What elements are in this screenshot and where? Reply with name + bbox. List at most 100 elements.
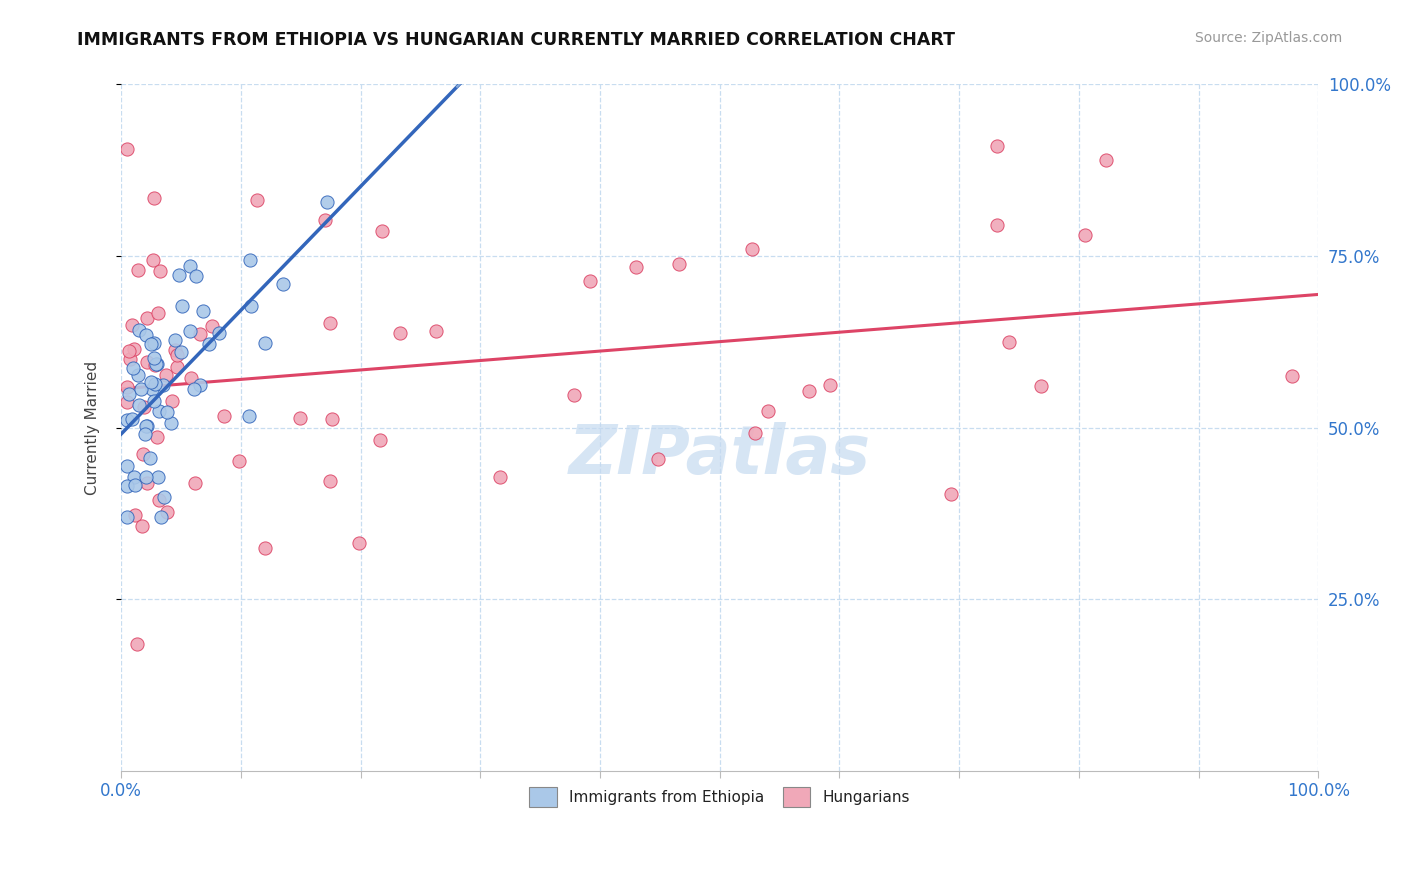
Point	[155, 368, 177, 382]
Point	[142, 394, 165, 409]
Point	[143, 377, 166, 392]
Point	[165, 343, 187, 357]
Point	[124, 508, 146, 522]
Point	[941, 487, 963, 501]
Point	[118, 387, 141, 401]
Point	[159, 417, 181, 431]
Point	[127, 368, 149, 382]
Point	[562, 387, 585, 401]
Point	[115, 509, 138, 524]
Point	[425, 324, 447, 338]
Point	[318, 316, 340, 330]
Point	[188, 378, 211, 392]
Point	[142, 335, 165, 350]
Point	[156, 405, 179, 419]
Point	[797, 384, 820, 398]
Point	[371, 224, 394, 238]
Point	[238, 409, 260, 423]
Text: Source: ZipAtlas.com: Source: ZipAtlas.com	[1195, 31, 1343, 45]
Point	[626, 260, 648, 274]
Point	[148, 305, 170, 319]
Point	[1074, 227, 1097, 242]
Point	[172, 299, 194, 313]
Point	[179, 259, 201, 273]
Y-axis label: Currently Married: Currently Married	[86, 360, 100, 495]
Point	[143, 358, 166, 372]
Point	[136, 418, 159, 433]
Point	[115, 142, 138, 156]
Point	[128, 398, 150, 412]
Point	[127, 637, 149, 651]
Point	[149, 264, 172, 278]
Point	[254, 541, 277, 555]
Point	[180, 371, 202, 385]
Point	[239, 252, 262, 267]
Point	[820, 378, 842, 392]
Point	[136, 310, 159, 325]
Point	[121, 412, 143, 426]
Point	[139, 451, 162, 466]
Point	[184, 268, 207, 283]
Point	[184, 476, 207, 491]
Point	[191, 304, 214, 318]
Point	[118, 352, 141, 367]
Legend: Immigrants from Ethiopia, Hungarians: Immigrants from Ethiopia, Hungarians	[522, 780, 918, 814]
Point	[124, 478, 146, 492]
Point	[315, 195, 337, 210]
Point	[153, 490, 176, 504]
Point	[986, 218, 1008, 232]
Point	[135, 328, 157, 343]
Point	[188, 327, 211, 342]
Point	[115, 413, 138, 427]
Point	[165, 333, 187, 347]
Point	[167, 268, 190, 282]
Point	[122, 469, 145, 483]
Point	[121, 318, 143, 333]
Point	[132, 447, 155, 461]
Point	[135, 418, 157, 433]
Point	[124, 343, 146, 357]
Point	[756, 403, 779, 417]
Point	[162, 394, 184, 409]
Point	[134, 400, 156, 414]
Point	[141, 383, 163, 397]
Point	[156, 504, 179, 518]
Point	[115, 478, 138, 492]
Point	[314, 213, 336, 227]
Point	[1029, 379, 1052, 393]
Point	[254, 335, 277, 350]
Point	[131, 382, 153, 396]
Point	[115, 395, 138, 409]
Point	[146, 357, 169, 371]
Point	[370, 434, 392, 448]
Point	[148, 470, 170, 484]
Point	[212, 409, 235, 423]
Point	[148, 403, 170, 417]
Point	[198, 336, 221, 351]
Point	[150, 509, 173, 524]
Text: IMMIGRANTS FROM ETHIOPIA VS HUNGARIAN CURRENTLY MARRIED CORRELATION CHART: IMMIGRANTS FROM ETHIOPIA VS HUNGARIAN CU…	[77, 31, 955, 49]
Point	[166, 349, 188, 363]
Point	[647, 451, 669, 466]
Point	[142, 252, 165, 267]
Point	[143, 351, 166, 365]
Point	[579, 274, 602, 288]
Point	[271, 277, 294, 292]
Point	[389, 326, 412, 340]
Point	[246, 193, 269, 207]
Point	[986, 139, 1008, 153]
Point	[139, 336, 162, 351]
Point	[228, 454, 250, 468]
Point	[741, 242, 763, 256]
Text: ZIPatlas: ZIPatlas	[568, 422, 870, 488]
Point	[145, 357, 167, 371]
Point	[134, 427, 156, 442]
Point	[115, 380, 138, 394]
Point	[488, 470, 510, 484]
Point	[319, 474, 342, 488]
Point	[128, 323, 150, 337]
Point	[166, 359, 188, 374]
Point	[239, 299, 262, 313]
Point	[744, 425, 766, 440]
Point	[127, 263, 149, 277]
